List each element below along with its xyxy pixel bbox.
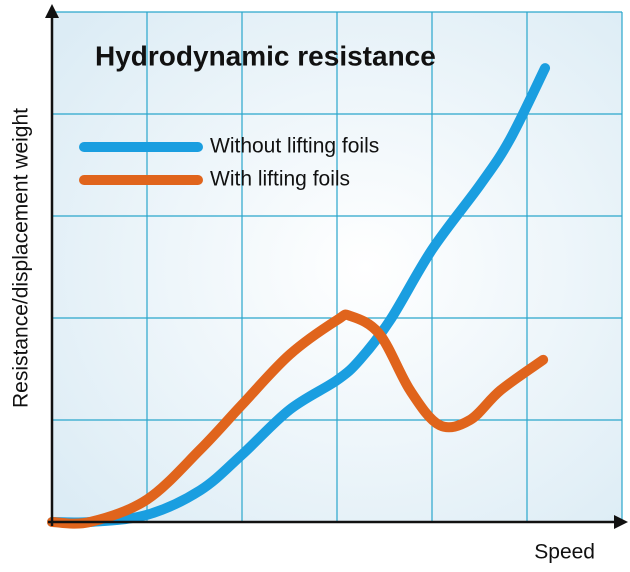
y-axis-label: Resistance/displacement weight [10,108,33,408]
legend: Without lifting foils With lifting foils [79,135,379,191]
lines [47,63,551,529]
data-line [47,63,551,528]
x-axis-label: Speed [534,541,595,564]
chart-title: Hydrodynamic resistance [95,40,436,71]
y-axis-arrow [45,4,59,18]
data-line [47,309,549,529]
legend-label: With lifting foils [210,168,350,191]
legend-label: Without lifting foils [210,135,379,158]
x-axis-arrow [614,515,628,529]
